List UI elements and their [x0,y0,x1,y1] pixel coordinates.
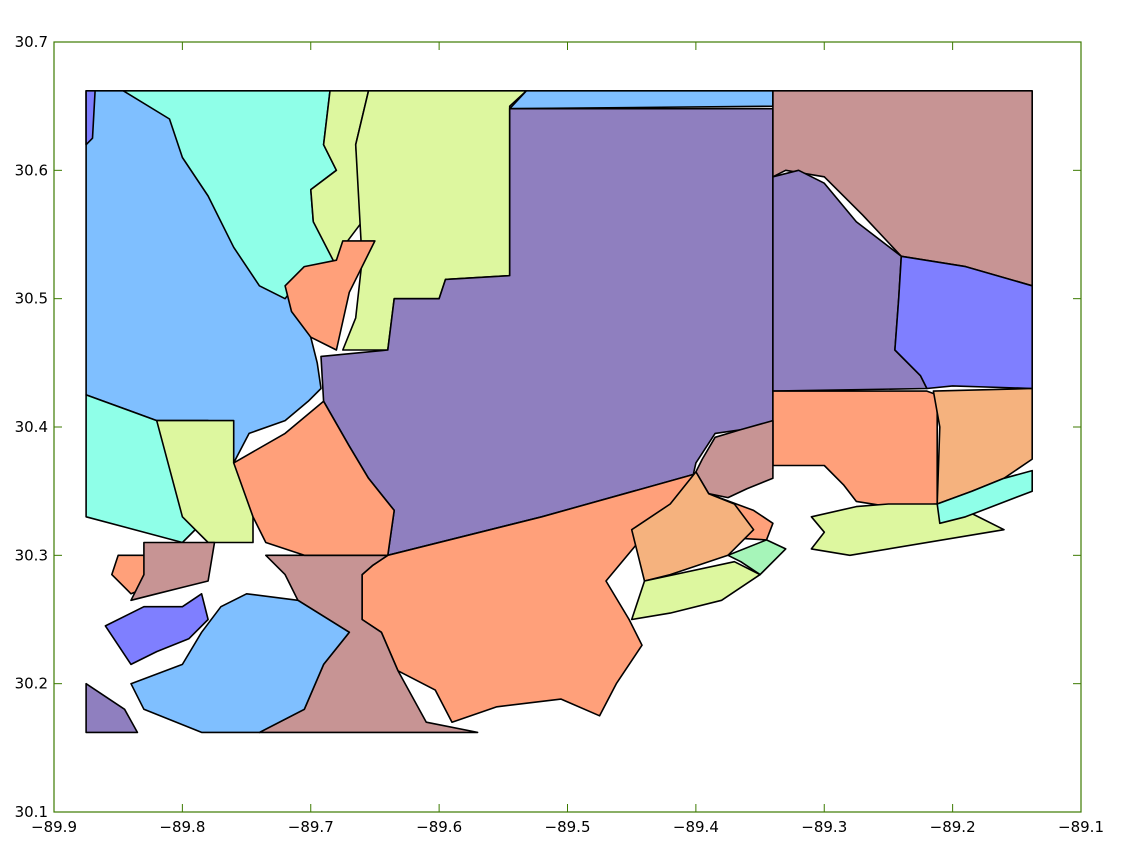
region-north-salmon-small [284,240,376,351]
region-north-strip-blue [508,90,774,110]
region-southwest-mauve-left [130,541,216,602]
region-bay-mint [727,539,787,576]
region-southwest-purple [85,682,139,734]
y-tick-label: 30.1 [15,803,48,821]
region-west-edge-violet [85,90,96,146]
y-tick-label: 30.3 [15,546,48,564]
region-northeast-mauve [772,90,1033,287]
y-tick-label: 30.2 [15,675,48,693]
region-east-salmon [772,390,939,508]
y-tick-label: 30.6 [15,161,48,179]
x-tick-label: −89.7 [288,818,334,836]
region-southwest-violet [104,592,209,666]
regions-layer [85,90,1033,734]
region-west-salmon-center [232,400,396,557]
y-tick-label: 30.5 [15,290,48,308]
region-southwest-blue [130,592,351,734]
region-bay-lime [630,560,761,621]
x-tick-label: −89.1 [1058,818,1104,836]
region-east-coast-aqua [936,469,1033,525]
x-tick-label: −89.8 [159,818,205,836]
x-tick-label: −89.4 [673,818,719,836]
ticks-layer: −89.9 −89.8 −89.7 −89.6 −89.5 −89.4 −89.3 −89.2… [15,33,1104,836]
y-tick-label: 30.4 [15,418,48,436]
x-tick-label: −89.2 [930,818,976,836]
x-tick-label: −89.5 [545,818,591,836]
region-east-violet [894,255,1033,390]
x-tick-label: −89.3 [801,818,847,836]
region-bay-sand [630,471,755,582]
x-tick-label: −89.9 [31,818,77,836]
y-tick-label: 30.7 [15,33,48,51]
x-tick-label: −89.6 [416,818,462,836]
